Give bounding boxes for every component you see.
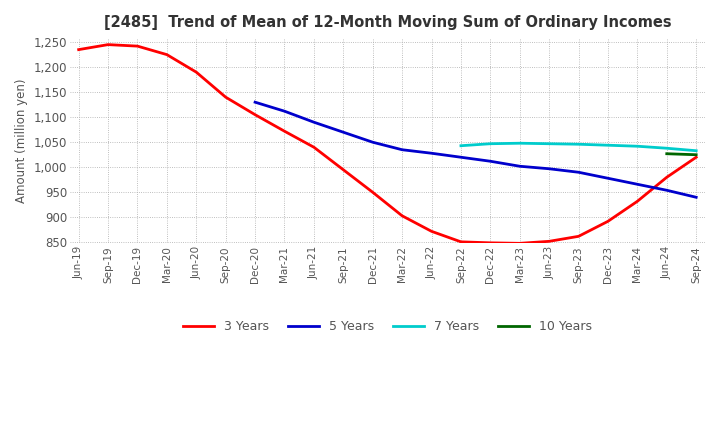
3 Years: [74, 47, 83, 52]
7 Years: [516, 141, 524, 146]
Line: 5 Years: 5 Years: [255, 102, 696, 197]
5 Years: [280, 109, 289, 114]
5 Years: [545, 166, 554, 172]
3 Years: [427, 229, 436, 234]
Title: [2485]  Trend of Mean of 12-Month Moving Sum of Ordinary Incomes: [2485] Trend of Mean of 12-Month Moving …: [104, 15, 671, 30]
Line: 10 Years: 10 Years: [667, 154, 696, 155]
3 Years: [545, 238, 554, 244]
5 Years: [427, 150, 436, 156]
3 Years: [575, 234, 583, 239]
5 Years: [456, 154, 465, 160]
3 Years: [192, 70, 201, 75]
3 Years: [221, 95, 230, 100]
5 Years: [397, 147, 406, 152]
5 Years: [633, 182, 642, 187]
Line: 3 Years: 3 Years: [78, 44, 696, 243]
3 Years: [339, 167, 348, 172]
5 Years: [339, 129, 348, 135]
5 Years: [603, 176, 612, 181]
3 Years: [516, 241, 524, 246]
3 Years: [662, 175, 671, 180]
3 Years: [603, 219, 612, 224]
3 Years: [369, 190, 377, 195]
3 Years: [133, 44, 142, 49]
5 Years: [486, 158, 495, 164]
5 Years: [310, 120, 318, 125]
7 Years: [575, 142, 583, 147]
3 Years: [310, 145, 318, 150]
5 Years: [662, 187, 671, 193]
Legend: 3 Years, 5 Years, 7 Years, 10 Years: 3 Years, 5 Years, 7 Years, 10 Years: [178, 315, 597, 338]
10 Years: [662, 151, 671, 156]
7 Years: [486, 141, 495, 147]
3 Years: [397, 213, 406, 218]
5 Years: [369, 139, 377, 145]
3 Years: [456, 239, 465, 245]
7 Years: [456, 143, 465, 148]
7 Years: [545, 141, 554, 147]
3 Years: [633, 198, 642, 204]
5 Years: [692, 194, 701, 200]
5 Years: [516, 164, 524, 169]
7 Years: [662, 146, 671, 151]
Y-axis label: Amount (million yen): Amount (million yen): [15, 78, 28, 203]
3 Years: [486, 240, 495, 246]
7 Years: [603, 143, 612, 148]
5 Years: [251, 99, 259, 105]
5 Years: [575, 169, 583, 175]
7 Years: [692, 148, 701, 154]
3 Years: [251, 112, 259, 117]
Line: 7 Years: 7 Years: [461, 143, 696, 151]
10 Years: [692, 152, 701, 158]
3 Years: [280, 128, 289, 134]
3 Years: [163, 52, 171, 57]
7 Years: [633, 143, 642, 149]
3 Years: [692, 154, 701, 160]
3 Years: [104, 42, 112, 47]
